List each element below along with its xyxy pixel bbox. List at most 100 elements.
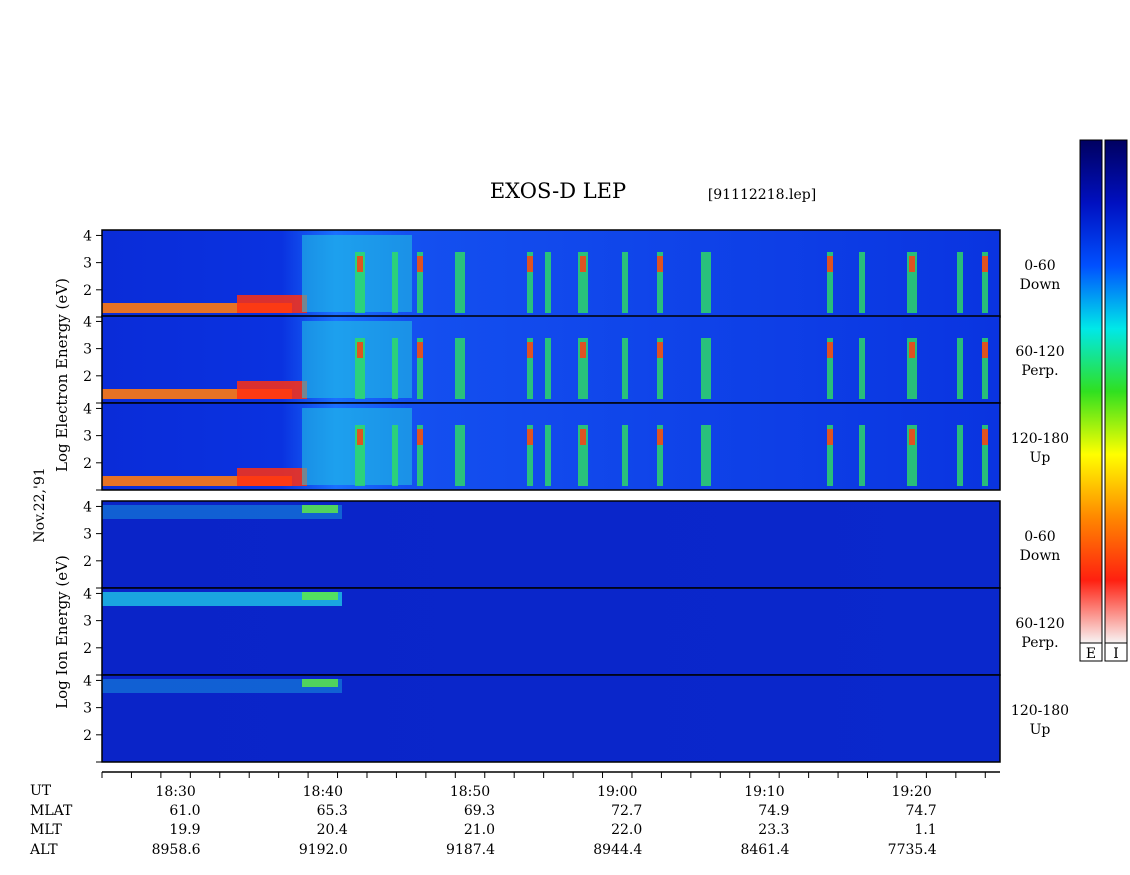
ephemeris-value: 1.1: [914, 822, 936, 838]
spectrogram-panel-2: 60-120 Perp.: [101, 315, 1065, 404]
ephemeris-row-label: MLAT: [30, 803, 73, 819]
panel-direction-label: Down: [1020, 548, 1061, 564]
burst: [957, 252, 963, 313]
spectrogram-panel-4: 0-60 Down: [101, 500, 1061, 589]
burst: [907, 338, 917, 399]
spectrogram-panel-3: 120-180 Up: [101, 402, 1069, 491]
burst-core: [827, 342, 833, 358]
ion-band: [302, 592, 338, 600]
x-tick-label: 18:40: [303, 784, 343, 800]
ephemeris-value: 9187.4: [446, 842, 495, 858]
spectrogram-panel-6: 120-180 Up: [101, 674, 1069, 763]
burst-core: [417, 342, 423, 358]
ephemeris-value: 74.9: [758, 803, 789, 819]
burst-core: [417, 256, 423, 272]
ephemeris-value: 22.0: [611, 822, 642, 838]
burst-core: [357, 342, 363, 358]
ephemeris-value: 19.9: [169, 822, 200, 838]
ephemeris-value: 23.3: [758, 822, 789, 838]
burst: [578, 338, 588, 399]
burst-core: [527, 429, 533, 445]
y-tick-label: 4: [83, 499, 92, 515]
low-energy-band: [237, 295, 307, 313]
ion-band: [102, 592, 342, 606]
ephemeris-table: UT MLAT 61.0 65.3 69.3 72.7 74.9 74.7 MLT 19.9 20.…: [29, 783, 937, 858]
burst-core: [827, 429, 833, 445]
colorbar-label-box: [1079, 642, 1103, 662]
burst: [701, 425, 711, 486]
panel-pitch-label: 120-180: [1011, 431, 1069, 447]
panel-direction-label: Perp.: [1021, 363, 1058, 379]
colorbar-label: E: [1086, 646, 1096, 662]
burst-core: [909, 429, 915, 445]
burst: [545, 252, 551, 313]
y-tick-label: 3: [83, 701, 92, 717]
ion-band: [302, 505, 338, 513]
burst-core: [657, 429, 663, 445]
y-tick-label: 3: [83, 429, 92, 445]
y-tick-label: 2: [83, 456, 92, 472]
ephemeris-value: 74.7: [906, 803, 937, 819]
ephemeris-row-label: ALT: [29, 842, 58, 858]
panel-frame: [101, 674, 1001, 763]
ion-band: [302, 679, 338, 687]
burst: [578, 252, 588, 313]
spectrogram-panel-5: 60-120 Perp.: [101, 587, 1065, 676]
burst: [859, 252, 865, 313]
ephemeris-value: 72.7: [611, 803, 642, 819]
ephemeris-value: 21.0: [464, 822, 495, 838]
burst: [827, 425, 833, 486]
burst: [957, 338, 963, 399]
burst: [455, 338, 465, 399]
panel-direction-label: Up: [1030, 450, 1051, 466]
y-tick-label: 2: [83, 283, 92, 299]
burst: [982, 338, 988, 399]
y-tick-label: 3: [83, 527, 92, 543]
burst: [392, 338, 398, 399]
burst: [982, 252, 988, 313]
colorbar-strip: [1104, 139, 1128, 644]
burst: [907, 425, 917, 486]
burst: [622, 252, 628, 313]
burst: [827, 338, 833, 399]
low-energy-band: [237, 468, 307, 486]
burst: [578, 425, 588, 486]
x-tick-label: 18:30: [155, 784, 195, 800]
burst: [355, 252, 365, 313]
x-tick-label: 19:20: [891, 784, 931, 800]
burst: [859, 425, 865, 486]
panel-direction-label: Up: [1030, 722, 1051, 738]
y-tick-label: 4: [83, 401, 92, 417]
burst-core: [657, 256, 663, 272]
y-tick-label: 2: [83, 641, 92, 657]
burst: [827, 252, 833, 313]
chart-title: EXOS-D LEP: [490, 179, 626, 203]
burst-core: [982, 342, 988, 358]
y-tick-label: 2: [83, 728, 92, 744]
panel-pitch-label: 0-60: [1024, 529, 1055, 545]
y-tick-label: 3: [83, 256, 92, 272]
panel-background: [102, 501, 1000, 588]
burst: [701, 338, 711, 399]
burst: [545, 338, 551, 399]
spectrogram-panel-1: 0-60 Down: [101, 229, 1060, 318]
ephemeris-value: 7735.4: [888, 842, 937, 858]
ion-band: [102, 505, 342, 519]
y-tick-label: 3: [83, 342, 92, 358]
burst: [417, 338, 423, 399]
ephemeris-value: 20.4: [317, 822, 348, 838]
burst: [392, 252, 398, 313]
burst-core: [827, 256, 833, 272]
burst-core: [357, 429, 363, 445]
ephemeris-value: 61.0: [169, 803, 200, 819]
low-energy-band: [237, 381, 307, 399]
ephemeris-value: 8461.4: [740, 842, 789, 858]
burst-core: [982, 429, 988, 445]
y-tick-label: 4: [83, 586, 92, 602]
burst-core: [982, 256, 988, 272]
burst-core: [909, 256, 915, 272]
colorbar-label: I: [1113, 646, 1119, 662]
ephemeris-value: 9192.0: [299, 842, 348, 858]
burst-core: [657, 342, 663, 358]
